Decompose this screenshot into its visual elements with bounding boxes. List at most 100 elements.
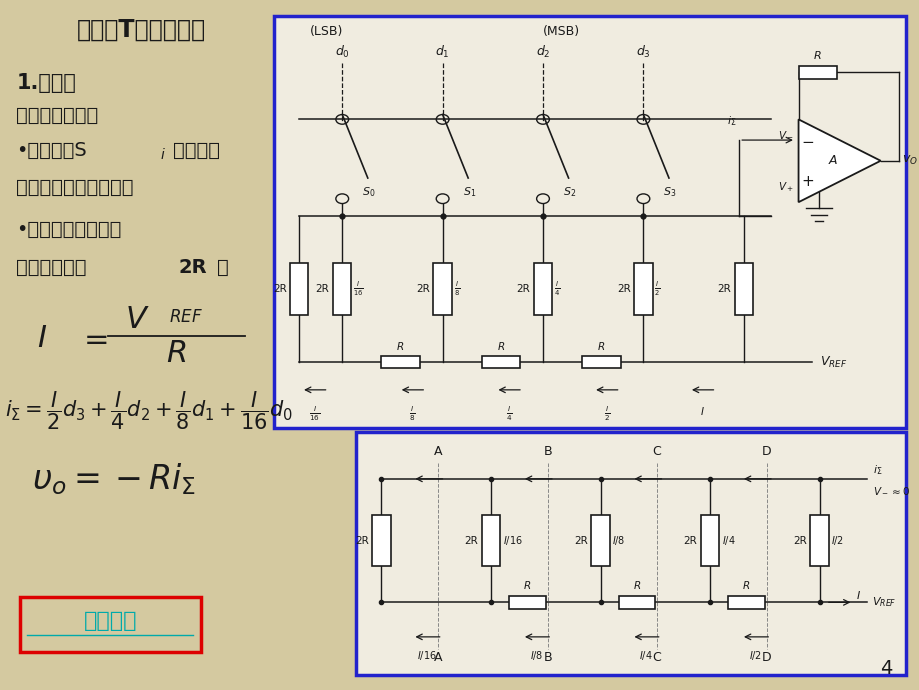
Text: $I$: $I$ (37, 324, 47, 353)
Text: R: R (813, 52, 821, 61)
Bar (533, 264, 551, 315)
Text: $S_2$: $S_2$ (562, 185, 575, 199)
Text: R: R (497, 342, 505, 352)
Bar (372, 515, 391, 566)
Text: C: C (652, 445, 661, 457)
Text: $+$: $+$ (800, 174, 813, 189)
Text: $=$: $=$ (77, 324, 108, 353)
Bar (482, 356, 519, 368)
Text: (LSB): (LSB) (310, 25, 343, 37)
Text: $I/8$: $I/8$ (612, 534, 625, 547)
Text: $\frac{I}{8}$: $\frac{I}{8}$ (453, 280, 460, 298)
Text: $\frac{I}{16}$: $\frac{I}{16}$ (309, 405, 320, 424)
Text: $I/2$: $I/2$ (831, 534, 844, 547)
Bar (734, 264, 752, 315)
Bar (482, 515, 500, 566)
Text: $I$: $I$ (699, 405, 704, 417)
Text: 2R: 2R (273, 284, 286, 294)
Text: $i_\Sigma$: $i_\Sigma$ (872, 464, 882, 477)
Text: $I/16$: $I/16$ (503, 534, 522, 547)
Text: 2R: 2R (464, 535, 478, 546)
Text: $S_0$: $S_0$ (362, 185, 375, 199)
Text: 4: 4 (879, 658, 891, 678)
Text: C: C (652, 651, 661, 664)
Text: A: A (434, 445, 442, 457)
Text: 2R: 2R (573, 535, 587, 546)
Text: B: B (543, 651, 551, 664)
Text: 二、倒T型电阔网络: 二、倒T型电阔网络 (77, 18, 206, 41)
Text: $-$: $-$ (800, 132, 813, 148)
Text: $I/8$: $I/8$ (529, 649, 542, 662)
Text: $I$: $I$ (855, 589, 860, 602)
Text: $R$: $R$ (165, 339, 186, 368)
Text: $\upsilon_o=-Ri_\Sigma$: $\upsilon_o=-Ri_\Sigma$ (32, 462, 196, 497)
Text: 2R: 2R (415, 284, 429, 294)
Text: $d_1$: $d_1$ (435, 43, 449, 60)
Text: $S_3$: $S_3$ (663, 185, 676, 199)
Bar (582, 356, 620, 368)
Text: $I/4$: $I/4$ (721, 534, 735, 547)
Text: $\frac{I}{2}$: $\frac{I}{2}$ (603, 405, 609, 424)
Text: 2R: 2R (355, 535, 369, 546)
Text: 等效电阔皊为: 等效电阔皊为 (17, 258, 86, 277)
Text: 2R: 2R (178, 258, 208, 277)
Text: $S_1$: $S_1$ (462, 185, 475, 199)
Text: B: B (543, 445, 551, 457)
Bar (381, 356, 419, 368)
Text: $\frac{I}{2}$: $\frac{I}{2}$ (653, 280, 660, 298)
Text: 位置，都相当于接地。: 位置，都相当于接地。 (17, 178, 134, 197)
Text: $I/16$: $I/16$ (416, 649, 437, 662)
Text: 电阔网络特点：: 电阔网络特点： (17, 106, 98, 126)
Text: (MSB): (MSB) (542, 25, 579, 37)
Text: i: i (161, 148, 165, 161)
Bar (333, 264, 351, 315)
Bar (433, 264, 451, 315)
Text: $REF$: $REF$ (169, 308, 202, 326)
Bar (20, 597, 200, 652)
Text: $d_3$: $d_3$ (635, 43, 650, 60)
Bar (591, 515, 609, 566)
Text: D: D (761, 445, 770, 457)
Text: R: R (597, 342, 605, 352)
Bar (810, 515, 828, 566)
Text: $v_O$: $v_O$ (901, 155, 916, 167)
Text: R: R (632, 582, 640, 591)
Text: R: R (523, 582, 530, 591)
Text: 2R: 2R (683, 535, 697, 546)
Text: •任意节点向左看的: •任意节点向左看的 (17, 219, 121, 239)
Text: $d_2$: $d_2$ (535, 43, 550, 60)
Bar (728, 596, 764, 609)
Bar (356, 432, 905, 675)
Text: 2R: 2R (315, 284, 329, 294)
Text: 公式推导: 公式推导 (84, 611, 137, 631)
Text: $\frac{I}{16}$: $\frac{I}{16}$ (353, 280, 364, 298)
Text: $V$: $V$ (124, 305, 149, 334)
Text: D: D (761, 651, 770, 664)
Text: 2R: 2R (516, 284, 529, 294)
Text: $V_{REF}$: $V_{REF}$ (870, 595, 895, 609)
Bar (274, 16, 905, 428)
Text: $V_-\approx 0$: $V_-\approx 0$ (872, 486, 909, 496)
Text: $I/2$: $I/2$ (748, 649, 761, 662)
Bar (700, 515, 719, 566)
Text: 不论接何: 不论接何 (173, 141, 221, 160)
Text: R: R (743, 582, 749, 591)
Text: $V_{REF}$: $V_{REF}$ (819, 355, 845, 370)
Text: $i_\Sigma$: $i_\Sigma$ (726, 114, 736, 128)
Bar (509, 596, 545, 609)
Text: $\frac{I}{4}$: $\frac{I}{4}$ (553, 280, 560, 298)
Text: A: A (434, 651, 442, 664)
Polygon shape (798, 119, 879, 202)
Text: •模拟开关S: •模拟开关S (17, 141, 87, 160)
Text: 2R: 2R (617, 284, 630, 294)
Text: R: R (397, 342, 403, 352)
Bar (618, 596, 654, 609)
Bar (289, 264, 308, 315)
Text: $V_-$: $V_-$ (777, 130, 793, 139)
Text: 1.原理：: 1.原理： (17, 73, 76, 92)
Text: $I/4$: $I/4$ (639, 649, 652, 662)
Text: $d_0$: $d_0$ (335, 43, 349, 60)
Text: 2R: 2R (717, 284, 731, 294)
Text: $\frac{I}{8}$: $\frac{I}{8}$ (409, 405, 415, 424)
Text: $\frac{I}{4}$: $\frac{I}{4}$ (505, 405, 512, 424)
